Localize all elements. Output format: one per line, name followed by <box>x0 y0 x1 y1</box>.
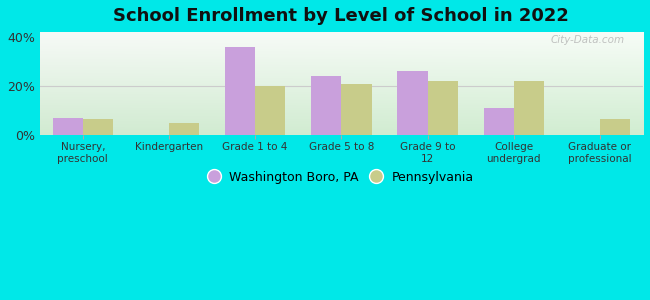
Title: School Enrollment by Level of School in 2022: School Enrollment by Level of School in … <box>114 7 569 25</box>
Bar <box>600 119 630 135</box>
Bar <box>311 76 341 135</box>
Bar <box>255 86 285 135</box>
Bar <box>169 123 199 135</box>
Legend: Washington Boro, PA, Pennsylvania: Washington Boro, PA, Pennsylvania <box>204 166 478 189</box>
Bar <box>341 84 372 135</box>
Bar <box>225 47 255 135</box>
Bar <box>397 71 428 135</box>
Bar <box>53 118 83 135</box>
Bar <box>484 108 514 135</box>
Text: City-Data.com: City-Data.com <box>551 35 625 45</box>
Bar <box>428 81 458 135</box>
Bar <box>83 119 113 135</box>
Bar <box>514 81 544 135</box>
